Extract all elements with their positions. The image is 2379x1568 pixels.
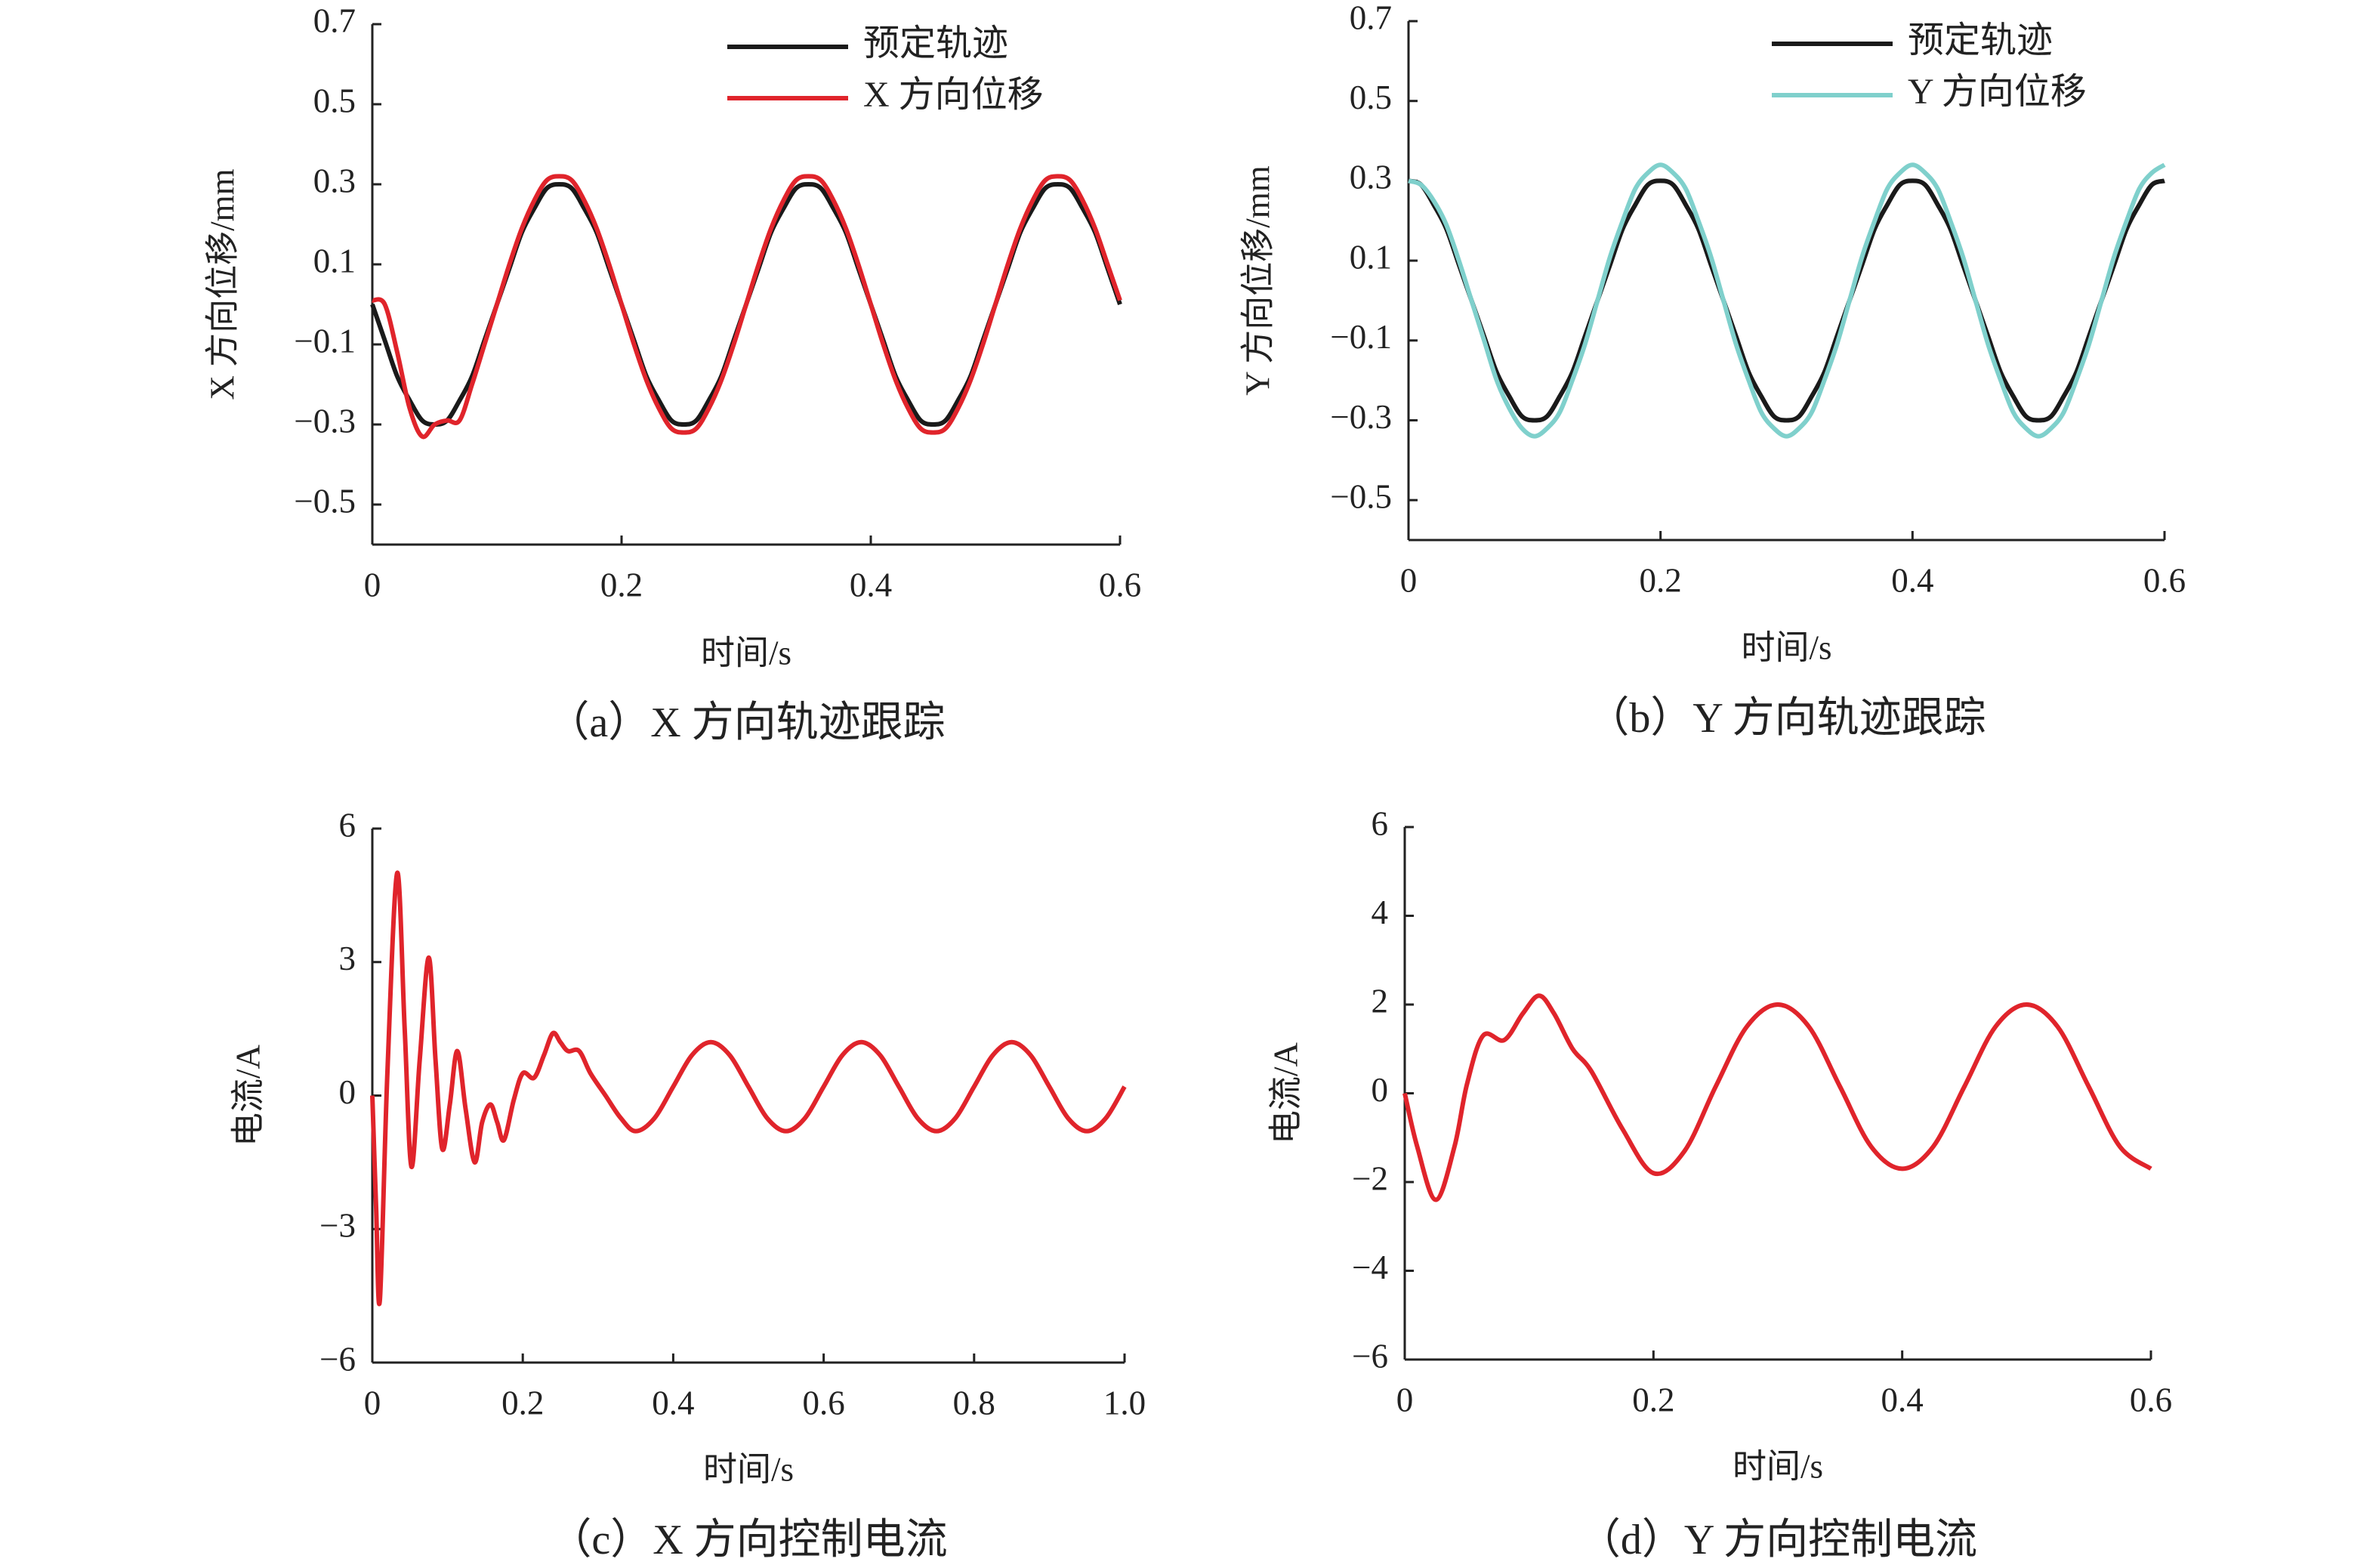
data-line xyxy=(1408,162,2166,439)
caption: （a）X 方向轨迹跟踪 xyxy=(547,699,945,746)
y-tick-label: −6 xyxy=(1352,1337,1388,1375)
y-tick-label: 0.7 xyxy=(313,2,356,39)
legend-label: 预定轨迹 xyxy=(1908,20,2053,60)
x-tick-label: 0.2 xyxy=(501,1384,544,1421)
data-line xyxy=(370,870,1127,1307)
y-tick-label: 6 xyxy=(1372,804,1389,842)
y-tick-label: −0.1 xyxy=(294,322,356,360)
data-line xyxy=(1402,993,2152,1202)
x-tick-label: 0 xyxy=(364,566,381,603)
legend-label: 预定轨迹 xyxy=(863,23,1008,63)
y-tick-label: 0 xyxy=(339,1073,356,1111)
y-axis-label: Y 方向位移/mm xyxy=(1239,165,1276,396)
y-tick-label: −0.1 xyxy=(1330,318,1392,356)
x-tick-label: 0.6 xyxy=(802,1384,844,1421)
x-tick-label: 0.4 xyxy=(1891,561,1933,599)
data-line xyxy=(1408,178,2165,423)
legend-label: X 方向位移 xyxy=(863,75,1044,115)
x-tick-label: 0.4 xyxy=(850,566,892,603)
x-tick-label: 0.6 xyxy=(2143,561,2186,599)
x-tick-label: 0.4 xyxy=(652,1384,694,1421)
x-tick-label: 0.6 xyxy=(2130,1381,2172,1418)
x-tick-label: 0.6 xyxy=(1099,566,1141,603)
x-tick-label: 0.8 xyxy=(953,1384,995,1421)
y-tick-label: 0.1 xyxy=(313,242,356,279)
y-tick-label: 0.3 xyxy=(313,162,356,199)
x-tick-label: 0.2 xyxy=(1632,1381,1674,1418)
y-tick-label: −4 xyxy=(1352,1249,1388,1286)
x-axis-label: 时间/s xyxy=(703,1450,794,1488)
y-tick-label: −0.3 xyxy=(1330,398,1392,436)
x-axis-label: 时间/s xyxy=(701,634,791,671)
y-axis-label: X 方向位移/mm xyxy=(203,168,241,400)
y-tick-label: −3 xyxy=(319,1207,356,1245)
caption: （c）X 方向控制电流 xyxy=(549,1517,947,1563)
x-tick-label: 0.2 xyxy=(600,566,643,603)
caption: （d）Y 方向控制电流 xyxy=(1578,1517,1977,1563)
legend-label: Y 方向位移 xyxy=(1908,72,2087,112)
y-tick-label: 2 xyxy=(1372,982,1389,1020)
x-tick-label: 0 xyxy=(364,1384,381,1421)
x-tick-label: 0 xyxy=(1396,1381,1414,1418)
y-axis-label: 电流/A xyxy=(229,1045,267,1147)
y-tick-label: 0.5 xyxy=(313,82,356,119)
y-tick-label: −6 xyxy=(319,1340,356,1378)
y-tick-label: 0.5 xyxy=(1350,79,1392,116)
x-axis-label: 时间/s xyxy=(1741,628,1831,666)
x-tick-label: 0.4 xyxy=(1881,1381,1924,1418)
y-tick-label: −0.5 xyxy=(294,482,356,520)
x-tick-label: 0 xyxy=(1400,561,1418,599)
y-tick-label: 6 xyxy=(339,806,356,844)
y-tick-label: 3 xyxy=(339,940,356,977)
y-tick-label: 4 xyxy=(1372,894,1389,931)
caption: （b）Y 方向轨迹跟踪 xyxy=(1587,695,1986,742)
y-axis-label: 电流/A xyxy=(1267,1042,1304,1145)
x-tick-label: 1.0 xyxy=(1103,1384,1146,1421)
data-line xyxy=(372,174,1122,440)
y-tick-label: 0 xyxy=(1372,1071,1389,1109)
y-tick-label: −0.5 xyxy=(1330,477,1392,515)
y-tick-label: 0.3 xyxy=(1350,159,1392,196)
y-tick-label: 0.1 xyxy=(1350,238,1392,276)
x-tick-label: 0.2 xyxy=(1640,561,1682,599)
y-tick-label: 0.7 xyxy=(1350,0,1392,36)
y-tick-label: −2 xyxy=(1352,1159,1388,1197)
y-tick-label: −0.3 xyxy=(294,402,356,440)
x-axis-label: 时间/s xyxy=(1733,1447,1823,1485)
